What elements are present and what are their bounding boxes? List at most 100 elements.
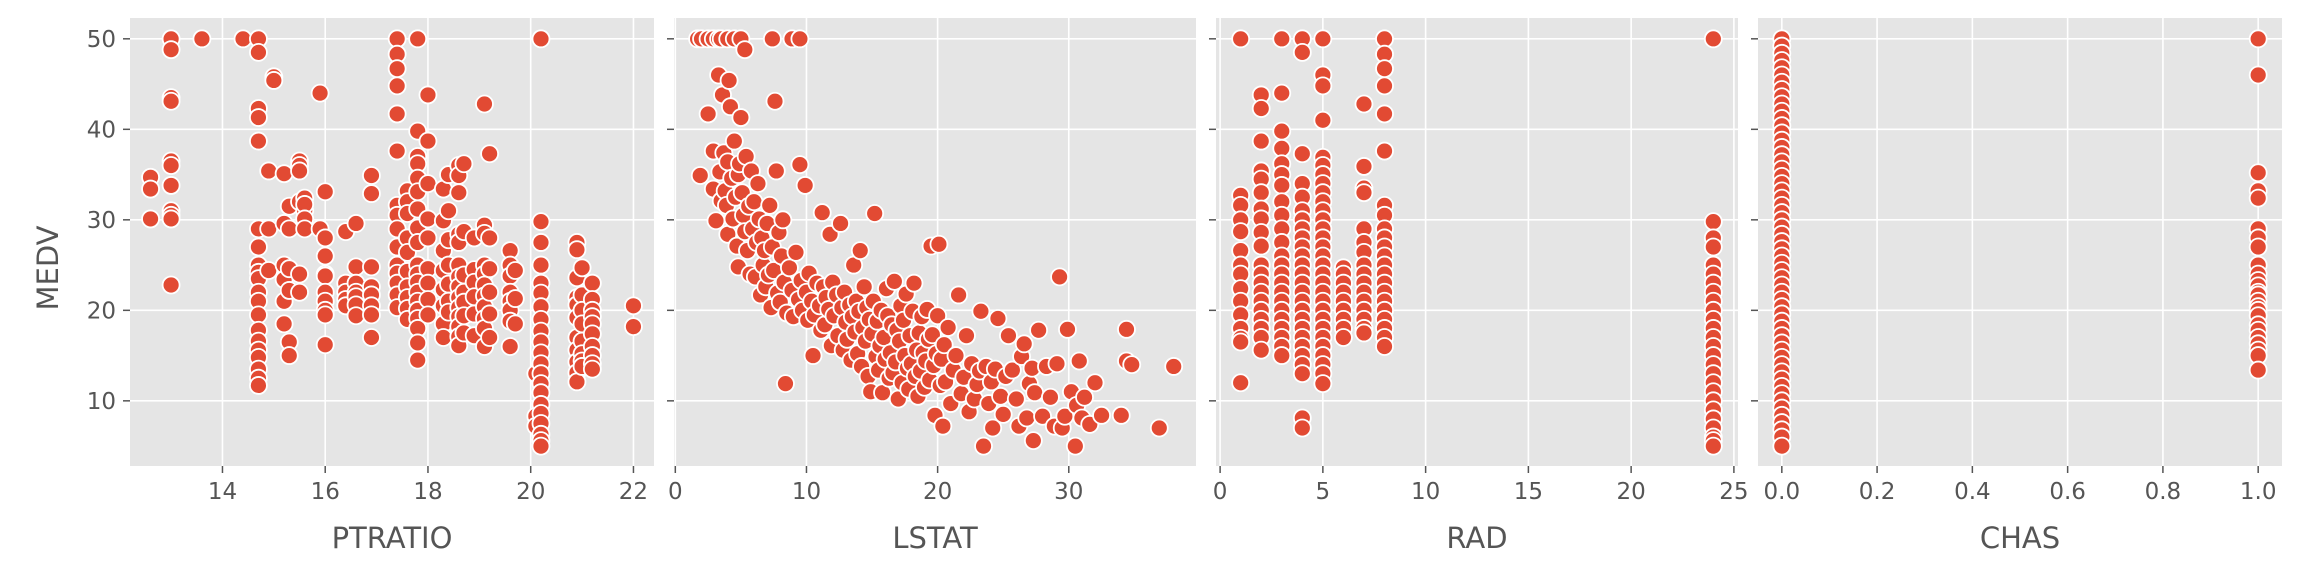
- data-point: [475, 94, 494, 114]
- data-point: [1292, 364, 1312, 384]
- x-tick-label: 20: [516, 479, 545, 505]
- x-tick-label: 22: [619, 479, 648, 505]
- data-point: [928, 306, 948, 326]
- x-tick-label: 1.0: [2240, 479, 2277, 505]
- x-axis-label: LSTAT: [892, 521, 978, 555]
- data-point: [1292, 42, 1312, 62]
- data-point: [803, 346, 823, 365]
- x-axis-label: PTRATIO: [332, 521, 453, 555]
- data-point: [1313, 29, 1333, 49]
- data-point: [418, 228, 438, 248]
- data-point: [408, 29, 428, 49]
- y-tick-label: 50: [87, 27, 116, 53]
- data-point: [922, 325, 942, 345]
- data-point: [795, 176, 815, 195]
- data-point: [957, 326, 976, 346]
- data-point: [310, 83, 330, 103]
- data-point: [362, 257, 381, 277]
- panel-rad: 0 5 10 15 20 25 RAD: [1209, 18, 1749, 555]
- y-tick-label: 20: [87, 298, 116, 324]
- data-point: [1050, 267, 1069, 287]
- data-point: [850, 241, 870, 260]
- data-point: [1334, 328, 1353, 347]
- data-point: [531, 212, 551, 232]
- data-point: [971, 301, 991, 321]
- data-point: [1231, 222, 1251, 241]
- data-point: [744, 192, 764, 212]
- data-point: [408, 350, 428, 370]
- data-point: [505, 314, 525, 334]
- data-point: [1117, 319, 1136, 339]
- data-point: [567, 240, 587, 260]
- data-point: [1703, 212, 1723, 232]
- data-point: [1025, 383, 1045, 403]
- x-tick-label: 0.2: [1859, 479, 1896, 505]
- data-point: [1075, 387, 1094, 407]
- data-point: [362, 328, 381, 347]
- data-point: [974, 436, 993, 456]
- x-tick-label: 20: [1616, 479, 1645, 505]
- data-point: [1047, 354, 1067, 374]
- data-point: [480, 328, 500, 347]
- data-point: [141, 209, 160, 229]
- data-point: [904, 273, 924, 293]
- data-point: [724, 131, 744, 151]
- x-tick-label: 25: [1719, 479, 1748, 505]
- data-point: [983, 418, 1003, 438]
- data-point: [1272, 346, 1292, 365]
- data-point: [161, 156, 181, 175]
- data-point: [1375, 104, 1394, 124]
- data-point: [1231, 332, 1251, 352]
- data-point: [531, 29, 551, 49]
- data-point: [1354, 157, 1374, 176]
- data-point: [934, 335, 954, 355]
- data-point: [765, 91, 785, 111]
- data-point: [1111, 405, 1131, 425]
- data-point: [999, 326, 1018, 346]
- data-point: [531, 255, 551, 275]
- data-point: [582, 359, 602, 379]
- data-point: [387, 141, 407, 161]
- data-point: [1014, 334, 1034, 354]
- x-tick-label: 0: [668, 479, 683, 505]
- data-point: [1292, 144, 1312, 164]
- data-point: [315, 335, 335, 355]
- x-tick-label: 30: [1054, 479, 1083, 505]
- data-point: [1231, 29, 1251, 49]
- data-point: [418, 131, 438, 151]
- data-point: [161, 91, 181, 111]
- data-point: [1251, 340, 1271, 360]
- data-point: [2248, 360, 2268, 380]
- data-point: [1703, 237, 1723, 257]
- data-point: [1149, 418, 1169, 438]
- y-tick-label: 40: [87, 117, 116, 143]
- data-point: [831, 214, 850, 233]
- data-point: [1164, 357, 1184, 376]
- data-point: [884, 271, 904, 291]
- x-tick-label: 14: [208, 479, 237, 505]
- data-point: [161, 209, 181, 229]
- data-point: [161, 176, 181, 195]
- data-point: [865, 204, 885, 223]
- data-point: [362, 166, 381, 185]
- data-point: [1251, 236, 1271, 256]
- data-point: [790, 29, 810, 49]
- data-point: [192, 29, 212, 49]
- data-point: [449, 183, 469, 203]
- data-point: [259, 261, 279, 280]
- data-point: [731, 108, 751, 127]
- data-point: [946, 346, 966, 365]
- data-point: [780, 258, 799, 278]
- data-point: [1023, 431, 1043, 451]
- data-point: [531, 233, 551, 252]
- x-tick-label: 16: [311, 479, 340, 505]
- data-point: [500, 337, 520, 356]
- x-tick-label: 10: [1411, 479, 1440, 505]
- plot-background: [1758, 18, 2282, 466]
- data-point: [1375, 29, 1394, 49]
- data-point: [1272, 29, 1292, 49]
- data-point: [773, 210, 793, 230]
- x-tick-label: 0.4: [1954, 479, 1991, 505]
- data-point: [1251, 99, 1271, 118]
